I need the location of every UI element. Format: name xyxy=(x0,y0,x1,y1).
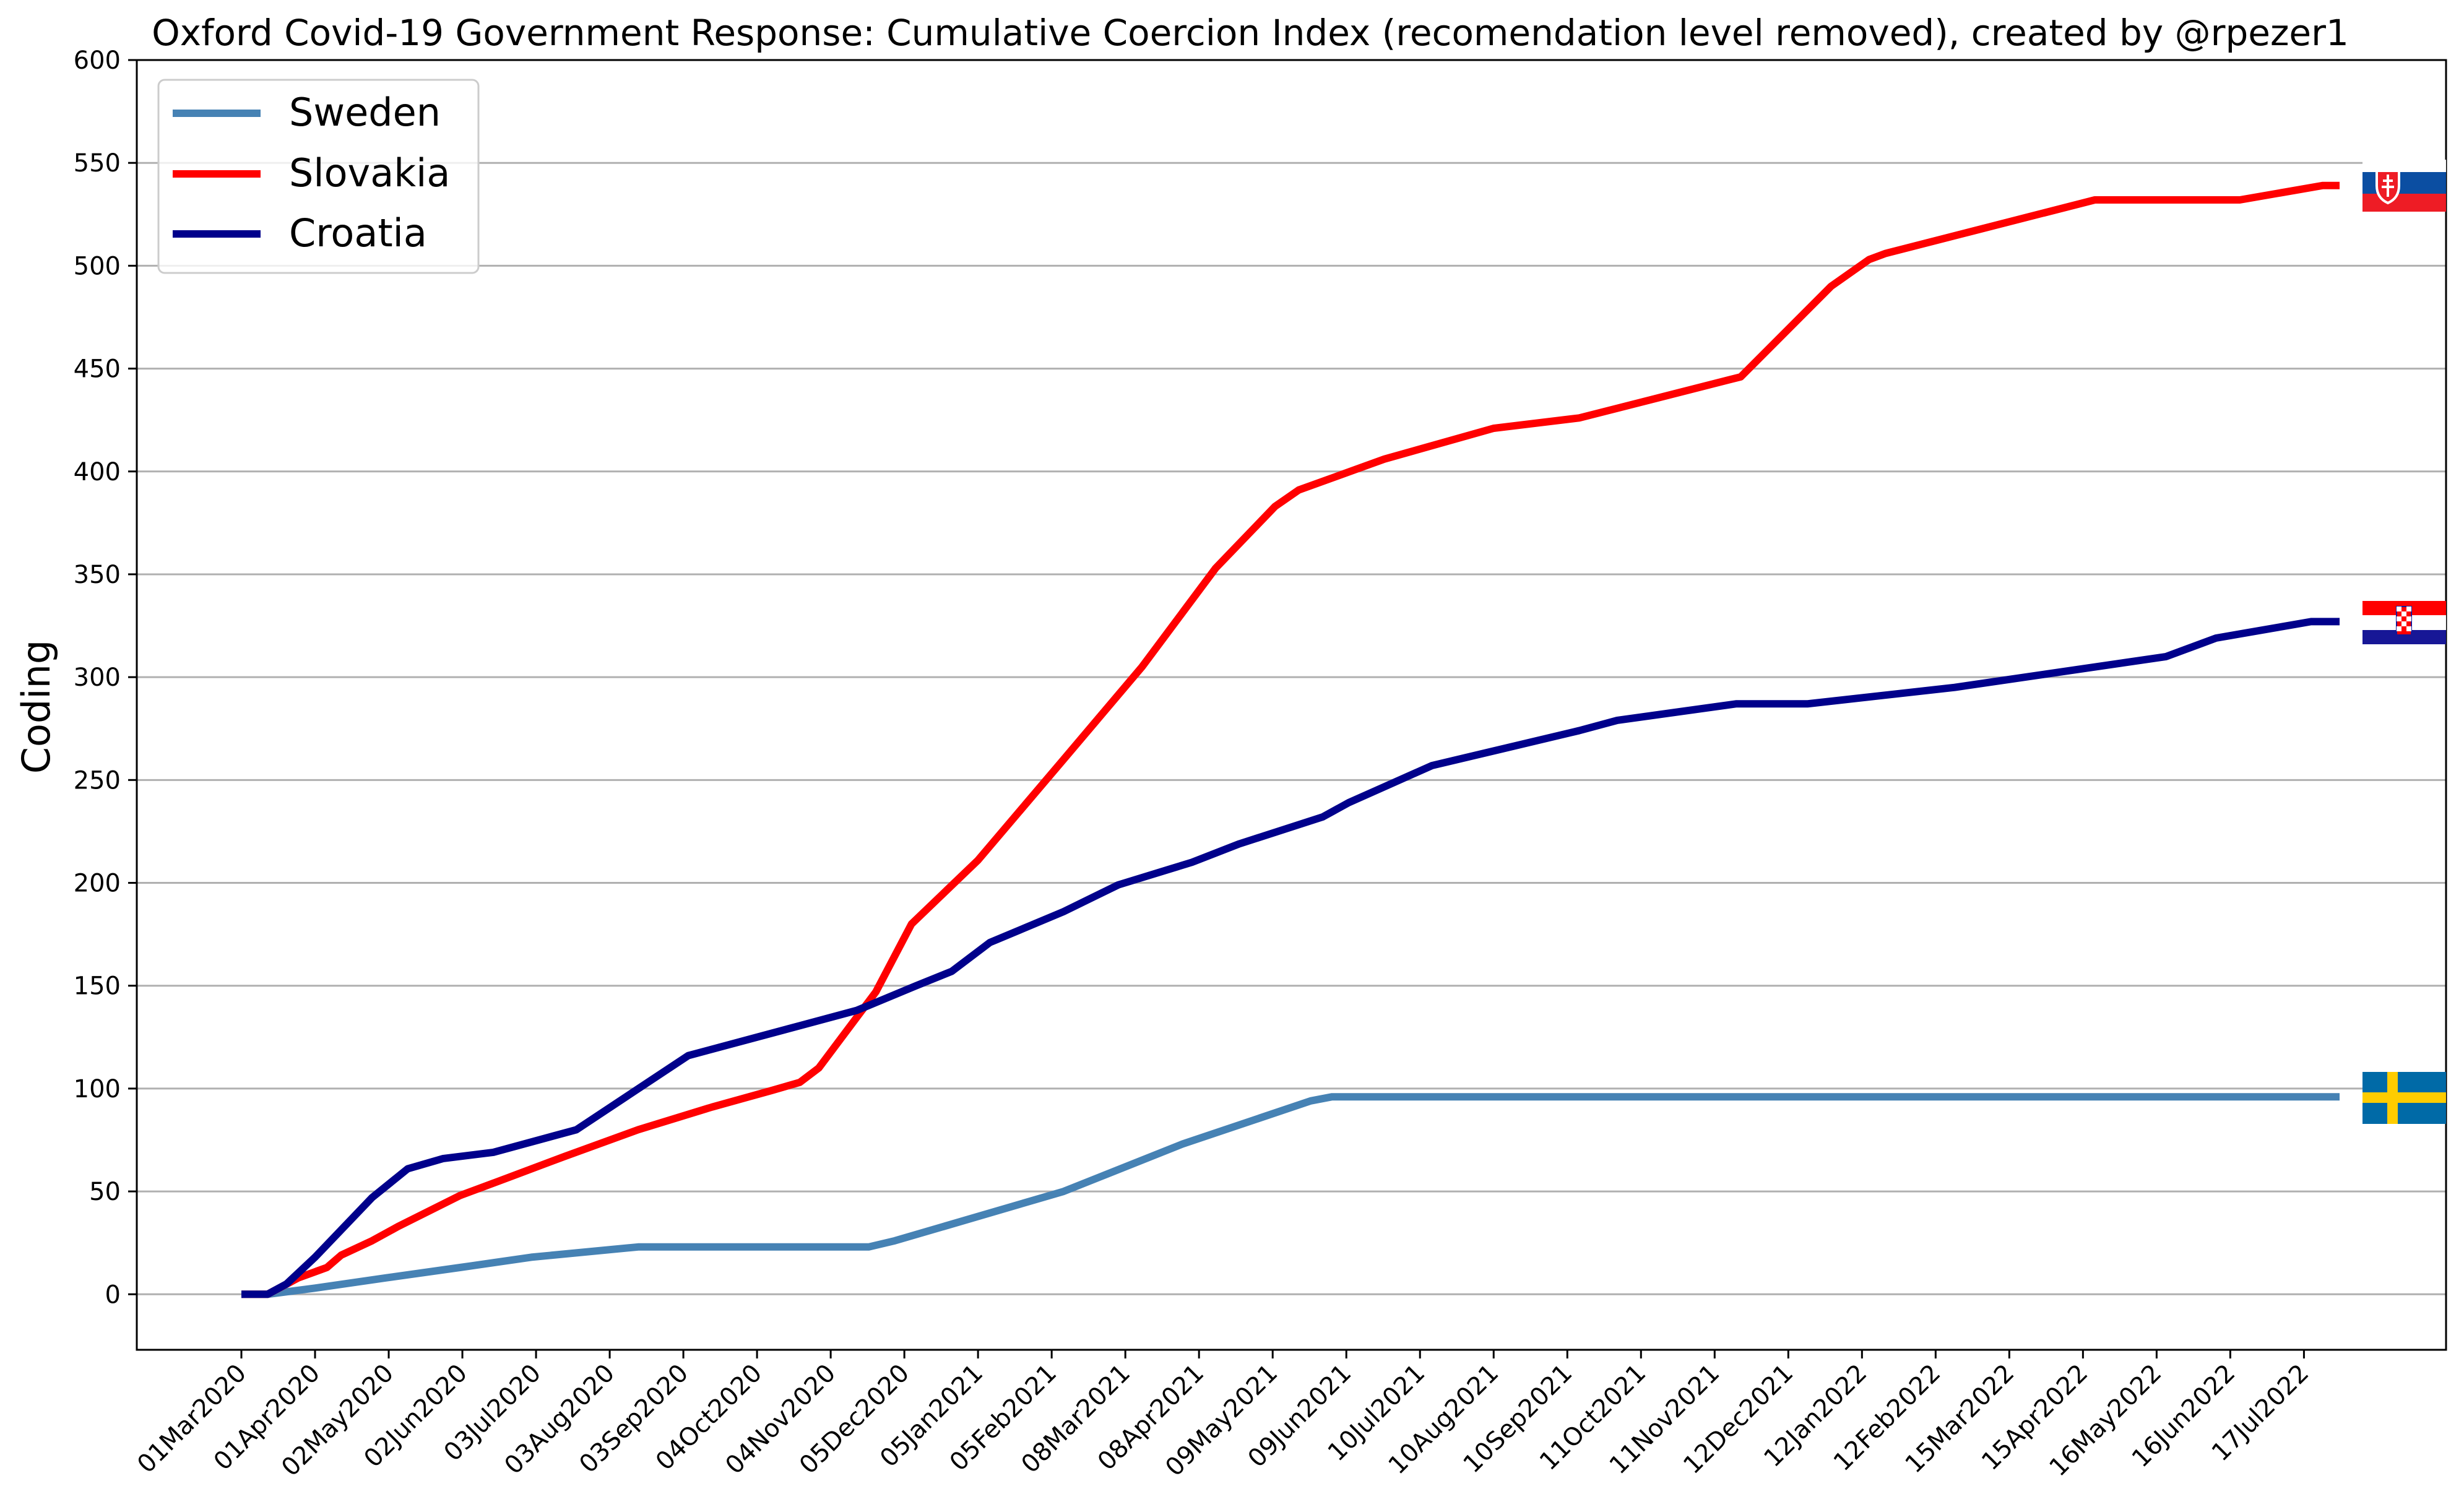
series-line-slovakia xyxy=(241,181,2340,1298)
y-tick-label: 0 xyxy=(105,1280,121,1309)
plot-frame xyxy=(136,59,2447,1351)
sweden-flag xyxy=(2362,1072,2446,1124)
croatia-flag xyxy=(2362,601,2446,644)
y-tick-label: 400 xyxy=(74,458,121,486)
legend: Sweden Slovakia Croatia xyxy=(157,79,480,274)
legend-box xyxy=(157,79,480,274)
flags xyxy=(2362,160,2446,1124)
legend-label-slovakia: Slovakia xyxy=(289,150,450,196)
legend-label-sweden: Sweden xyxy=(289,90,441,135)
series-line-sweden xyxy=(241,1093,2340,1298)
y-tick-label: 350 xyxy=(74,561,121,589)
y-tick-label: 50 xyxy=(89,1178,121,1206)
y-axis-ticks: 0 50 100 150 200 250 300 350 400 450 500 550 600 xyxy=(74,46,137,1309)
y-tick-label: 100 xyxy=(74,1075,121,1103)
series-lines xyxy=(241,181,2340,1298)
y-tick-label: 250 xyxy=(74,766,121,795)
slovakia-flag xyxy=(2362,160,2446,212)
x-axis-ticks: 01Mar202001Apr202002May202002Jun202003Ju… xyxy=(132,1350,2314,1482)
y-tick-label: 200 xyxy=(74,870,121,898)
y-axis-label: Coding xyxy=(14,640,59,774)
y-tick-label: 500 xyxy=(74,252,121,280)
y-tick-label: 550 xyxy=(74,149,121,178)
y-tick-label: 450 xyxy=(74,355,121,384)
y-tick-label: 300 xyxy=(74,663,121,692)
y-tick-label: 150 xyxy=(74,972,121,1001)
series-line-croatia xyxy=(241,618,2340,1298)
chart-title: Oxford Covid-19 Government Response: Cum… xyxy=(152,12,2349,54)
legend-label-croatia: Croatia xyxy=(289,210,427,256)
y-tick-label: 600 xyxy=(74,46,121,75)
